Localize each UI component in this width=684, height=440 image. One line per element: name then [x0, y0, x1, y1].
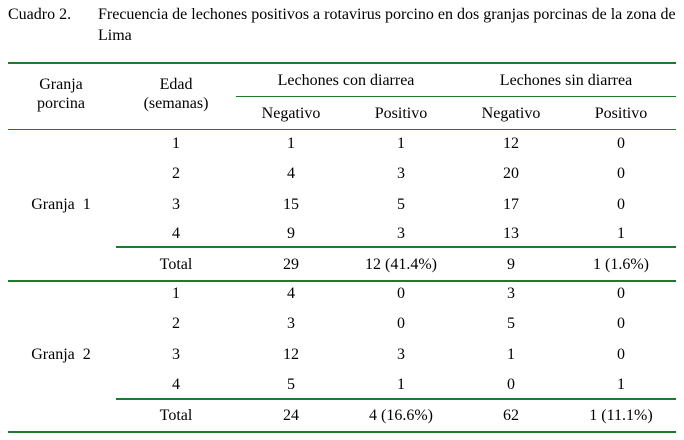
bottom-rule — [8, 431, 676, 433]
table-cell: 2 — [172, 315, 180, 332]
table-cell: 15 — [283, 196, 299, 213]
table-caption: Cuadro 2. Frecuencia de lechones positiv… — [8, 4, 678, 46]
total-cell: 24 — [283, 407, 299, 424]
table-cell: 3 — [172, 346, 180, 363]
table-cell: 3 — [172, 196, 180, 213]
total-cell: 1 (1.6%) — [593, 256, 649, 273]
table-cell: 0 — [617, 196, 625, 213]
table-cell: 3 — [397, 346, 405, 363]
total-cell: 62 — [503, 407, 519, 424]
caption-label: Cuadro 2. — [8, 6, 72, 23]
total-cell: 4 (16.6%) — [369, 407, 433, 424]
total-cell: 29 — [283, 256, 299, 273]
total-label: Total — [159, 407, 193, 424]
header-age-line2: (semanas) — [143, 95, 209, 112]
table-cell: 3 — [397, 225, 405, 242]
farm1-total-rule — [116, 246, 676, 248]
header-group-diarrhea: Lechones con diarrea — [277, 72, 415, 89]
farm2-total-rule — [116, 398, 676, 400]
header-farm-line2: porcina — [37, 95, 85, 112]
table-cell: 1 — [507, 346, 515, 363]
caption-text: Frecuencia de lechones positivos a rotav… — [98, 6, 676, 44]
table-cell: 17 — [503, 196, 519, 213]
table-cell: 4 — [287, 285, 295, 302]
total-label: Total — [159, 256, 193, 273]
table-cell: 1 — [617, 225, 625, 242]
table-cell: 0 — [397, 315, 405, 332]
table-cell: 0 — [617, 135, 625, 152]
table-cell: 12 — [503, 135, 519, 152]
table-cell: 0 — [507, 376, 515, 393]
table-cell: 20 — [503, 165, 519, 182]
table-cell: 0 — [397, 285, 405, 302]
group-header-rule — [236, 96, 676, 97]
header-positive-diarrhea: Positivo — [374, 105, 428, 122]
table-cell: 5 — [287, 376, 295, 393]
header-negative-no-diarrhea: Negativo — [481, 105, 541, 122]
table-cell: 5 — [507, 315, 515, 332]
header-group-no-diarrhea: Lechones sin diarrea — [499, 72, 633, 89]
table-cell: 1 — [397, 135, 405, 152]
table-cell: 1 — [617, 376, 625, 393]
total-cell: 1 (11.1%) — [589, 407, 653, 424]
header-farm-line1: Granja — [39, 76, 83, 93]
table-cell: 1 — [172, 285, 180, 302]
table-cell: 0 — [617, 315, 625, 332]
farm-name: Granja 2 — [31, 346, 91, 363]
table-cell: 12 — [283, 346, 299, 363]
header-bottom-rule — [8, 129, 676, 130]
table-cell: 4 — [172, 376, 180, 393]
table-cell: 0 — [617, 285, 625, 302]
table-cell: 4 — [172, 225, 180, 242]
total-cell: 12 (41.4%) — [365, 256, 437, 273]
table-cell: 1 — [172, 135, 180, 152]
header-age-line1: Edad — [159, 76, 193, 93]
table-cell: 4 — [287, 165, 295, 182]
table-cell: 9 — [287, 225, 295, 242]
header-positive-no-diarrhea: Positivo — [594, 105, 648, 122]
table-cell: 2 — [172, 165, 180, 182]
header-age: Edad (semanas) — [116, 75, 236, 113]
table-cell: 13 — [503, 225, 519, 242]
total-cell: 9 — [507, 256, 515, 273]
table-cell: 1 — [397, 376, 405, 393]
table-cell: 3 — [397, 165, 405, 182]
farm-separator-rule — [8, 280, 676, 282]
table-cell: 1 — [287, 135, 295, 152]
table-cell: 0 — [617, 346, 625, 363]
header-farm: Granja porcina — [8, 75, 114, 113]
table-cell: 5 — [397, 196, 405, 213]
table-cell: 0 — [617, 165, 625, 182]
farm-name: Granja 1 — [31, 196, 91, 213]
top-rule — [8, 62, 676, 64]
table-cell: 3 — [507, 285, 515, 302]
table-cell: 3 — [287, 315, 295, 332]
header-negative-diarrhea: Negativo — [261, 105, 321, 122]
